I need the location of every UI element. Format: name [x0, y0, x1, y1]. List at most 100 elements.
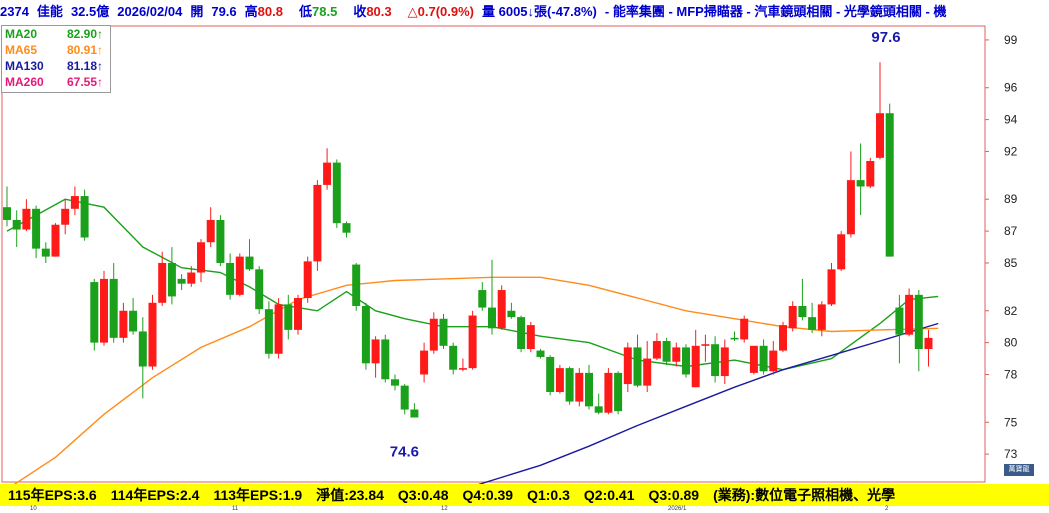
candle-body-up	[555, 368, 564, 393]
y-tick-label: 82	[1004, 304, 1018, 318]
candle	[885, 103, 894, 257]
candle	[623, 342, 632, 393]
candle-body-up	[769, 350, 778, 372]
candle-body-down	[332, 162, 341, 224]
candle-body-down	[488, 307, 496, 329]
candle-body-down	[885, 113, 894, 257]
candle	[798, 278, 807, 321]
candle	[439, 313, 448, 349]
y-tick-label: 94	[1004, 113, 1018, 127]
eps-item: Q3:0.89	[648, 487, 700, 503]
candle	[517, 315, 526, 353]
candle	[759, 339, 768, 375]
candle	[905, 288, 914, 337]
candle-body-down	[633, 347, 642, 386]
candle	[643, 341, 652, 393]
candle-body-up	[51, 224, 60, 257]
candle-body-down	[682, 347, 690, 375]
candle-body-down	[517, 317, 526, 349]
candle-body-down	[478, 290, 487, 308]
eps-item: 113年EPS:1.9	[213, 487, 303, 503]
candle	[701, 334, 710, 362]
y-tick-label: 99	[1004, 33, 1018, 47]
candle-body-down	[536, 350, 545, 357]
candle-body-up	[429, 318, 438, 351]
candle	[652, 333, 661, 361]
candle	[497, 285, 506, 330]
ma-legend-row: MA260 67.55↑	[2, 74, 110, 90]
candle-body-down	[90, 282, 99, 343]
candle	[177, 274, 186, 291]
candle	[604, 368, 613, 415]
candle	[614, 371, 623, 415]
candle	[371, 336, 380, 378]
date-tick-label: 2026/1	[668, 506, 687, 512]
candle-body-up	[575, 372, 584, 402]
candle	[216, 215, 225, 267]
candle	[303, 256, 312, 303]
candle	[546, 355, 555, 396]
candle	[61, 199, 70, 235]
candle-body-down	[32, 208, 41, 249]
candle-body-up	[497, 290, 506, 329]
candle	[255, 266, 264, 314]
candle-body-down	[129, 310, 138, 332]
candle-body-down	[245, 256, 254, 270]
candle-body-up	[846, 180, 855, 235]
open-label: 開	[190, 4, 204, 19]
candle	[682, 344, 690, 378]
y-tick-label: 75	[1004, 415, 1018, 429]
candle	[779, 321, 787, 353]
y-tick-label: 96	[1004, 81, 1018, 95]
candle-body-up	[701, 344, 710, 346]
y-tick-label: 89	[1004, 192, 1018, 206]
candle-body-down	[361, 305, 370, 364]
y-tick-label: 92	[1004, 144, 1018, 158]
candle	[507, 302, 516, 319]
candle-body-up	[294, 298, 302, 330]
high-label: 高	[244, 4, 258, 19]
low-price-group: 低78.5	[299, 4, 345, 19]
candle-body-down	[585, 372, 593, 407]
candle-body-down	[12, 219, 21, 230]
candle-body-down	[730, 337, 739, 340]
candle	[817, 301, 826, 337]
date-tick-label: 11	[232, 506, 239, 512]
candle-body-up	[643, 358, 652, 386]
candle	[846, 151, 855, 238]
candle-body-down	[177, 278, 186, 284]
candle	[294, 294, 302, 335]
candle-body-up	[158, 262, 167, 303]
industry-tags: - 能率集團 - MFP掃瞄器 - 汽車鏡頭相關 - 光學鏡頭相關 - 機	[604, 4, 947, 19]
candle	[526, 321, 535, 353]
candle-body-up	[235, 256, 244, 295]
candle-body-up	[148, 302, 157, 367]
candle-body-up	[70, 196, 79, 209]
ma-legend-row: MA65 80.91↑	[2, 42, 110, 58]
candle	[720, 339, 729, 385]
price-chart[interactable]: 73 75 78 80 82 85 87 89 92 94 96 99 97.6 74.6	[0, 24, 1049, 484]
y-tick-label: 80	[1004, 336, 1018, 350]
candle-body-up	[313, 184, 322, 262]
candle-body-down	[546, 356, 555, 393]
candle	[749, 345, 758, 375]
candle	[468, 310, 477, 370]
candle-body-down	[109, 278, 118, 338]
ma-legend-value: 81.18↑	[67, 59, 104, 73]
candle	[449, 342, 458, 375]
candle-body-down	[662, 341, 671, 362]
candle-body-up	[827, 269, 836, 305]
candle-body-down	[41, 248, 50, 257]
candle	[740, 315, 749, 343]
candle-body-down	[391, 379, 399, 386]
candle	[361, 302, 370, 370]
low-label: 低	[298, 4, 312, 19]
candle-body-up	[61, 208, 70, 225]
candle	[119, 302, 128, 343]
close-price: 80.3	[366, 4, 392, 19]
y-tick-label: 73	[1004, 447, 1018, 461]
candle-body-down	[895, 307, 904, 335]
candle-body-down	[216, 219, 225, 263]
candle-body-down	[439, 318, 448, 346]
candle	[245, 239, 254, 271]
